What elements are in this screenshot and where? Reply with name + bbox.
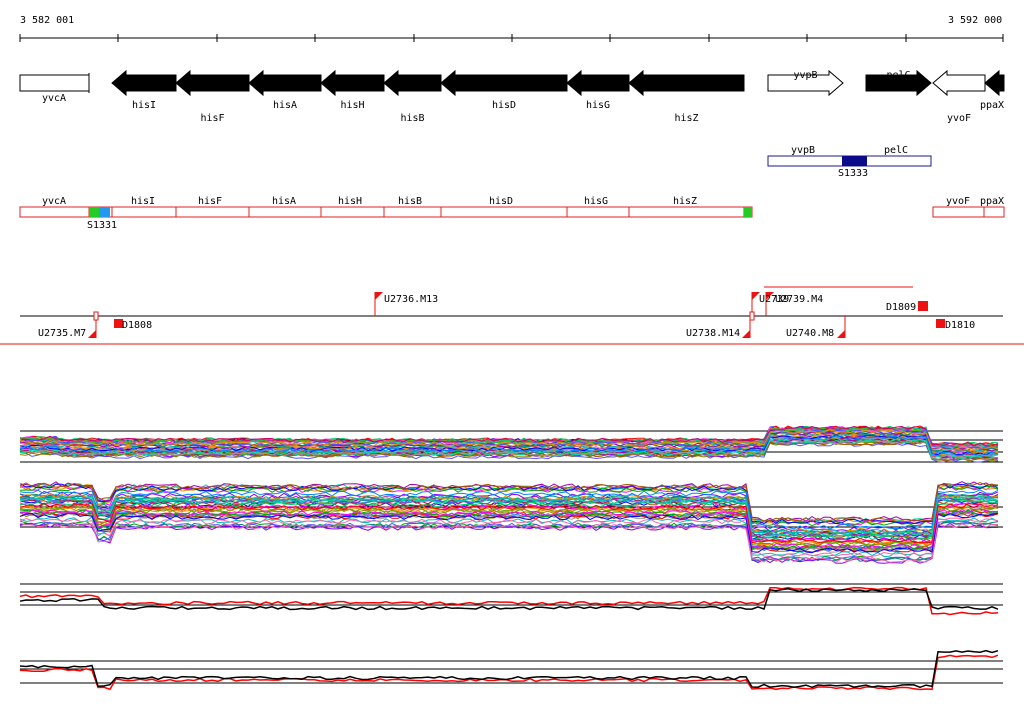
- transcript-label: hisD: [489, 196, 513, 207]
- profile-line: [19, 522, 998, 564]
- segment-label: S1333: [838, 168, 868, 179]
- profile-line: [19, 521, 999, 563]
- gene-arrow-hisF[interactable]: [175, 69, 250, 97]
- marker-label: D1808: [122, 320, 152, 331]
- gene-arrow-hisI[interactable]: [111, 69, 177, 97]
- marker-label: U2736.M13: [384, 294, 438, 305]
- transcript-box-right[interactable]: [932, 206, 1005, 218]
- profile-line: [19, 520, 999, 562]
- profile-line: [19, 502, 998, 544]
- profile-line: [19, 425, 999, 447]
- gene-label-yvpB: yvpB: [793, 70, 817, 81]
- gene-arrow-hisA[interactable]: [248, 69, 322, 97]
- gene-arrow-yvcA[interactable]: [19, 74, 90, 92]
- profile-line: [19, 430, 999, 452]
- marker-label: U2738.M14: [686, 328, 740, 339]
- gene-arrow-hisG[interactable]: [566, 69, 630, 97]
- ruler-start-label: 3 582 001: [20, 15, 74, 26]
- gene-label-hisG: hisG: [586, 100, 610, 111]
- gene-label-hisH: hisH: [340, 100, 364, 111]
- profile-line: [19, 517, 999, 558]
- segment-label: S1331: [87, 220, 117, 231]
- marker-label: D1810: [945, 320, 975, 331]
- transcript-label: hisB: [398, 196, 422, 207]
- marker-label: U2740.M8: [786, 328, 834, 339]
- gene-label-hisI: hisI: [132, 100, 156, 111]
- profile-line: [19, 429, 999, 451]
- profile-line: [19, 508, 999, 549]
- transcript-label: hisH: [338, 196, 362, 207]
- profile-line: [19, 493, 999, 535]
- gene-arrow-hisB[interactable]: [383, 69, 442, 97]
- marker-flag[interactable]: [766, 292, 774, 300]
- gene-label-ppaX: ppaX: [980, 100, 1004, 111]
- profile-line: [19, 489, 999, 530]
- profile-summary-red: [19, 654, 999, 691]
- gene-label-hisA: hisA: [273, 100, 297, 111]
- profile-summary-black: [19, 588, 999, 611]
- gene-label-yvoF: yvoF: [947, 113, 971, 124]
- gene-label-yvcA: yvcA: [42, 93, 66, 104]
- transcript-label: hisA: [272, 196, 296, 207]
- marker-flag[interactable]: [375, 292, 383, 300]
- profile-line: [19, 515, 999, 558]
- profile-line: [19, 440, 999, 461]
- transcript-label: yvpB: [791, 145, 815, 156]
- marker-label: U2739.M4: [775, 294, 823, 305]
- gene-arrow-hisH[interactable]: [320, 69, 385, 97]
- marker-flag[interactable]: [837, 330, 845, 338]
- marker-flag[interactable]: [88, 330, 96, 338]
- gene-arrow-pelC[interactable]: [865, 69, 932, 97]
- transcript-label: yvoF: [946, 196, 970, 207]
- expression-profile-tracks: [19, 425, 1003, 691]
- marker-label: U2739: [759, 294, 789, 305]
- transcript-label: hisI: [131, 196, 155, 207]
- gene-arrow-yvoF[interactable]: [932, 69, 986, 97]
- transcript-box-left[interactable]: [19, 206, 753, 218]
- transcript-segment[interactable]: [842, 156, 867, 166]
- gene-label-hisB: hisB: [400, 113, 424, 124]
- transcript-label: ppaX: [980, 196, 1004, 207]
- coordinate-ruler: 3 582 001 3 592 000: [19, 15, 1004, 42]
- gene-label-pelC: pelC: [886, 70, 910, 81]
- profile-line: [19, 481, 999, 523]
- segment-green[interactable]: [744, 207, 752, 217]
- segment-green[interactable]: [89, 207, 99, 217]
- gene-arrow-yvpB[interactable]: [767, 69, 844, 97]
- profile-line: [19, 500, 999, 541]
- gene-arrow-hisZ[interactable]: [628, 69, 745, 97]
- profile-line: [19, 434, 999, 456]
- marker-flag[interactable]: [752, 292, 760, 300]
- segment-blue[interactable]: [99, 207, 110, 217]
- marker-label: D1809: [886, 302, 916, 313]
- transcript-label: pelC: [884, 145, 908, 156]
- ruler-end-label: 3 592 000: [948, 15, 1002, 26]
- transcript-track-top: yvpB pelC S1333: [767, 145, 932, 179]
- marker-flag[interactable]: [742, 330, 750, 338]
- gene-arrow-ppaX[interactable]: [984, 69, 1005, 97]
- profile-line: [19, 512, 999, 554]
- transcript-label: yvcA: [42, 196, 66, 207]
- profile-line: [19, 506, 999, 548]
- gene-label-hisD: hisD: [492, 100, 516, 111]
- profile-line: [19, 436, 999, 458]
- profile-summary-black: [19, 649, 999, 689]
- transcript-track-red: yvcA hisI hisF hisA hisH hisB hisD hisG hisZ yvoF…: [19, 196, 1005, 231]
- profile-line: [19, 482, 999, 523]
- gene-track: yvcA hisI hisF hisA hisH hisB hisD hisG hisZ yvpB…: [19, 69, 1005, 124]
- gene-label-hisF: hisF: [200, 113, 224, 124]
- profile-line: [19, 505, 999, 546]
- gene-label-hisZ: hisZ: [674, 113, 698, 124]
- profile-line: [19, 430, 999, 452]
- gene-arrow-hisD[interactable]: [440, 69, 568, 97]
- marker-label: U2735.M7: [38, 328, 86, 339]
- profile-line: [19, 438, 999, 460]
- transcript-label: hisG: [584, 196, 608, 207]
- transcript-label: hisZ: [673, 196, 697, 207]
- transcript-label: hisF: [198, 196, 222, 207]
